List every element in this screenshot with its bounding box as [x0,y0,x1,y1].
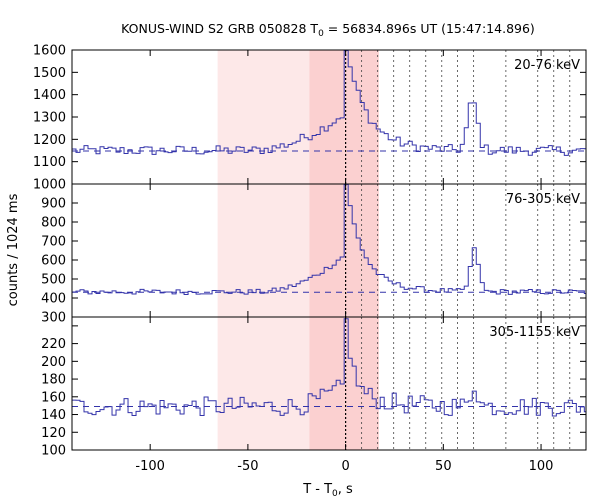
shaded-interval-1 [217,184,310,317]
band-label: 76-305 keV [506,192,580,207]
y-tick-label: 500 [41,273,66,288]
y-tick-label: 400 [41,292,66,307]
y-tick-label: 1500 [33,66,66,81]
y-tick-label: 140 [41,408,66,423]
x-tick-label: 100 [529,459,554,474]
panel-1: 1000 1100 1200 1300 1400 1500 1600 20-76 keV [33,44,587,193]
y-tick-label: 700 [41,235,66,250]
x-tick-label: 50 [435,459,452,474]
y-tick-label: 1300 [33,111,66,126]
x-tick-label: -100 [135,459,165,474]
y-tick-label: 1600 [33,44,66,59]
y-tick-label: 220 [41,337,66,352]
y-tick-label: 600 [41,254,66,269]
y-tick-label: 800 [41,216,66,231]
x-axis-title: T - T0, s [302,482,353,499]
y-tick-label: 900 [41,197,66,212]
y-tick-label: 1400 [33,88,66,103]
y-axis-title: counts / 1024 ms [6,193,21,306]
panel-2: 300 400 500 600 700 800 900 76-305 keV [41,183,587,326]
y-tick-label: 160 [41,390,66,405]
y-tick-label: 1000 [33,178,66,193]
shaded-interval-1 [217,50,310,184]
light-curve [72,183,586,296]
y-tick-label: 1200 [33,133,66,148]
chart-title: KONUS-WIND S2 GRB 050828 T0 = 56834.896s… [121,21,535,39]
shaded-interval-1 [217,317,310,450]
y-tick-label: 1100 [33,155,66,170]
y-tick-label: 100 [41,444,66,459]
y-tick-label: 120 [41,426,66,441]
y-tick-label: 180 [41,373,66,388]
y-tick-label: 200 [41,355,66,370]
y-tick-label: 300 [41,311,66,326]
band-label: 305-1155 keV [489,325,580,340]
panel-frame [71,316,587,451]
light-curve [72,318,586,417]
x-tick-label: 0 [341,459,349,474]
light-curve [72,49,586,156]
band-label: 20-76 keV [514,58,580,73]
x-tick-label: -50 [237,459,258,474]
panel-3: 100 120 140 160 180 200 220 305-1155 keV [41,316,587,459]
